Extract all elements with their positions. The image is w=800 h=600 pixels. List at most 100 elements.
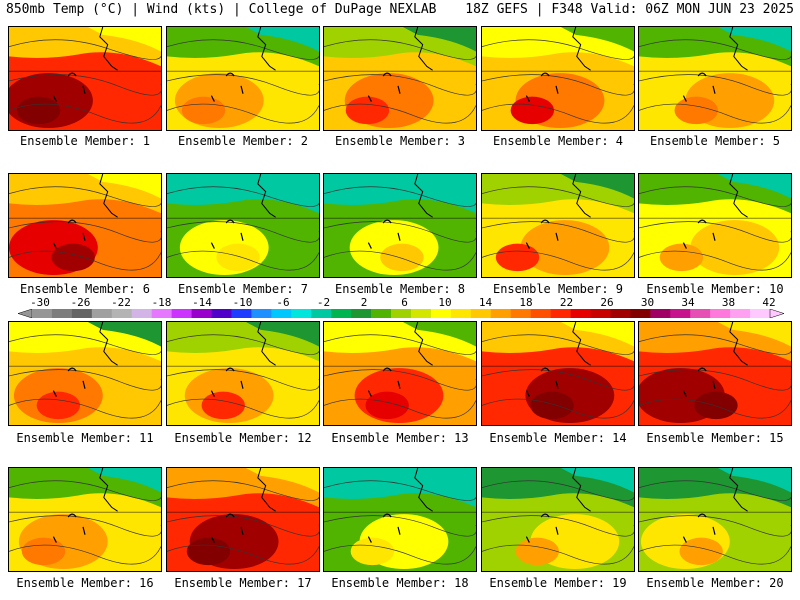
ensemble-member-map bbox=[481, 321, 635, 426]
colorbar-tick-label: 6 bbox=[401, 296, 408, 309]
ensemble-member-label: Ensemble Member: 18 bbox=[331, 576, 469, 590]
ensemble-member-label: Ensemble Member: 19 bbox=[489, 576, 627, 590]
colorbar-swatch bbox=[470, 309, 492, 318]
ensemble-member-map bbox=[638, 26, 792, 131]
colorbar-tick-label: 42 bbox=[762, 296, 776, 309]
colorbar-left-arrow bbox=[18, 309, 33, 318]
colorbar-swatch bbox=[271, 309, 292, 318]
colorbar-swatch bbox=[630, 309, 651, 318]
ensemble-member-label: Ensemble Member: 14 bbox=[489, 431, 627, 445]
ensemble-member-map bbox=[8, 321, 162, 426]
ensemble-member-map bbox=[166, 26, 320, 131]
ensemble-member-map bbox=[481, 26, 635, 131]
ensemble-member-label: Ensemble Member: 5 bbox=[649, 134, 781, 148]
colorbar-swatch bbox=[351, 309, 372, 318]
colorbar-swatch bbox=[550, 309, 571, 318]
ensemble-member-map bbox=[8, 26, 162, 131]
colorbar-swatch bbox=[291, 309, 312, 318]
colorbar-tick-label: -10 bbox=[232, 296, 253, 309]
run-info: 18Z GEFS | F348 Valid: 06Z MON JUN 23 20… bbox=[465, 2, 794, 17]
colorbar-swatch bbox=[311, 309, 332, 318]
colorbar-swatch bbox=[151, 309, 172, 318]
ensemble-member-map bbox=[8, 173, 162, 278]
ensemble-member-label: Ensemble Member: 16 bbox=[16, 576, 154, 590]
colorbar-swatch bbox=[710, 309, 731, 318]
colorbar-tick-label: 2 bbox=[360, 296, 368, 309]
colorbar-tick-label: -2 bbox=[316, 296, 331, 309]
colorbar-swatch bbox=[51, 309, 73, 318]
ensemble-member-map bbox=[166, 173, 320, 278]
colorbar-swatch bbox=[650, 309, 671, 318]
ensemble-member-label: Ensemble Member: 20 bbox=[646, 576, 784, 590]
colorbar-tick-label: -26 bbox=[70, 296, 91, 309]
colorbar-swatch bbox=[391, 309, 412, 318]
colorbar-tick-label: 34 bbox=[681, 296, 695, 309]
colorbar-tick-label: 18 bbox=[519, 296, 533, 309]
ensemble-member-map bbox=[638, 173, 792, 278]
colorbar-tick-label: 30 bbox=[640, 296, 655, 309]
ensemble-member-map bbox=[638, 321, 792, 426]
colorbar-tick-label: 10 bbox=[438, 296, 452, 309]
chart-title: 850mb Temp (°C) | Wind (kts) | College o… bbox=[6, 2, 437, 17]
ensemble-member-label: Ensemble Member: 9 bbox=[492, 282, 624, 296]
colorbar-tick-label: -18 bbox=[151, 296, 172, 309]
ensemble-member-label: Ensemble Member: 6 bbox=[19, 282, 151, 296]
colorbar-swatch bbox=[131, 309, 152, 318]
ensemble-member-map bbox=[638, 467, 792, 572]
colorbar-tick-label: 38 bbox=[721, 296, 736, 309]
colorbar-swatch bbox=[450, 309, 472, 318]
temperature-colorbar bbox=[18, 309, 784, 318]
ensemble-member-label: Ensemble Member: 11 bbox=[16, 431, 154, 445]
colorbar-tick-label: -14 bbox=[192, 296, 212, 309]
ensemble-member-map bbox=[323, 321, 477, 426]
ensemble-member-label: Ensemble Member: 12 bbox=[174, 431, 312, 445]
colorbar-tick-label: 22 bbox=[559, 296, 574, 309]
colorbar-swatch bbox=[91, 309, 113, 318]
colorbar-swatch bbox=[410, 309, 432, 318]
colorbar-swatch bbox=[211, 309, 232, 318]
colorbar-swatch bbox=[570, 309, 591, 318]
ensemble-member-map bbox=[166, 321, 320, 426]
colorbar-swatch bbox=[670, 309, 691, 318]
ensemble-member-label: Ensemble Member: 4 bbox=[492, 134, 624, 148]
colorbar-swatch bbox=[590, 309, 611, 318]
ensemble-member-map bbox=[481, 467, 635, 572]
colorbar-swatch bbox=[171, 309, 192, 318]
ensemble-member-label: Ensemble Member: 15 bbox=[646, 431, 784, 445]
colorbar-tick-label: -6 bbox=[276, 296, 290, 309]
colorbar-swatch bbox=[610, 309, 631, 318]
ensemble-member-label: Ensemble Member: 2 bbox=[177, 134, 309, 148]
ensemble-member-map bbox=[323, 467, 477, 572]
colorbar-tick-label: 14 bbox=[478, 296, 493, 309]
colorbar-swatch bbox=[490, 309, 512, 318]
colorbar-swatch bbox=[191, 309, 212, 318]
colorbar-swatch bbox=[690, 309, 711, 318]
colorbar-swatch bbox=[71, 309, 93, 318]
ensemble-member-map bbox=[8, 467, 162, 572]
colorbar-swatch bbox=[730, 309, 751, 318]
ensemble-member-label: Ensemble Member: 7 bbox=[177, 282, 309, 296]
ensemble-member-map bbox=[323, 26, 477, 131]
colorbar-swatch bbox=[111, 309, 133, 318]
colorbar-swatch bbox=[32, 309, 53, 318]
ensemble-member-label: Ensemble Member: 3 bbox=[334, 134, 466, 148]
ensemble-member-label: Ensemble Member: 10 bbox=[646, 282, 784, 296]
ensemble-member-map bbox=[323, 173, 477, 278]
colorbar-swatch bbox=[530, 309, 551, 318]
colorbar-right-arrow bbox=[769, 309, 784, 318]
colorbar-swatch bbox=[750, 309, 771, 318]
colorbar-tick-label: 26 bbox=[600, 296, 614, 309]
ensemble-member-map bbox=[481, 173, 635, 278]
colorbar-tick-label: -30 bbox=[30, 296, 50, 309]
ensemble-member-label: Ensemble Member: 1 bbox=[19, 134, 151, 148]
colorbar-swatch bbox=[510, 309, 531, 318]
colorbar-tick-label: -22 bbox=[111, 296, 131, 309]
colorbar-swatch bbox=[371, 309, 392, 318]
ensemble-member-label: Ensemble Member: 8 bbox=[334, 282, 466, 296]
colorbar-swatch bbox=[251, 309, 272, 318]
colorbar-swatch bbox=[430, 309, 452, 318]
colorbar-swatch bbox=[331, 309, 352, 318]
ensemble-member-label: Ensemble Member: 13 bbox=[331, 431, 469, 445]
ensemble-member-label: Ensemble Member: 17 bbox=[174, 576, 312, 590]
ensemble-member-map bbox=[166, 467, 320, 572]
